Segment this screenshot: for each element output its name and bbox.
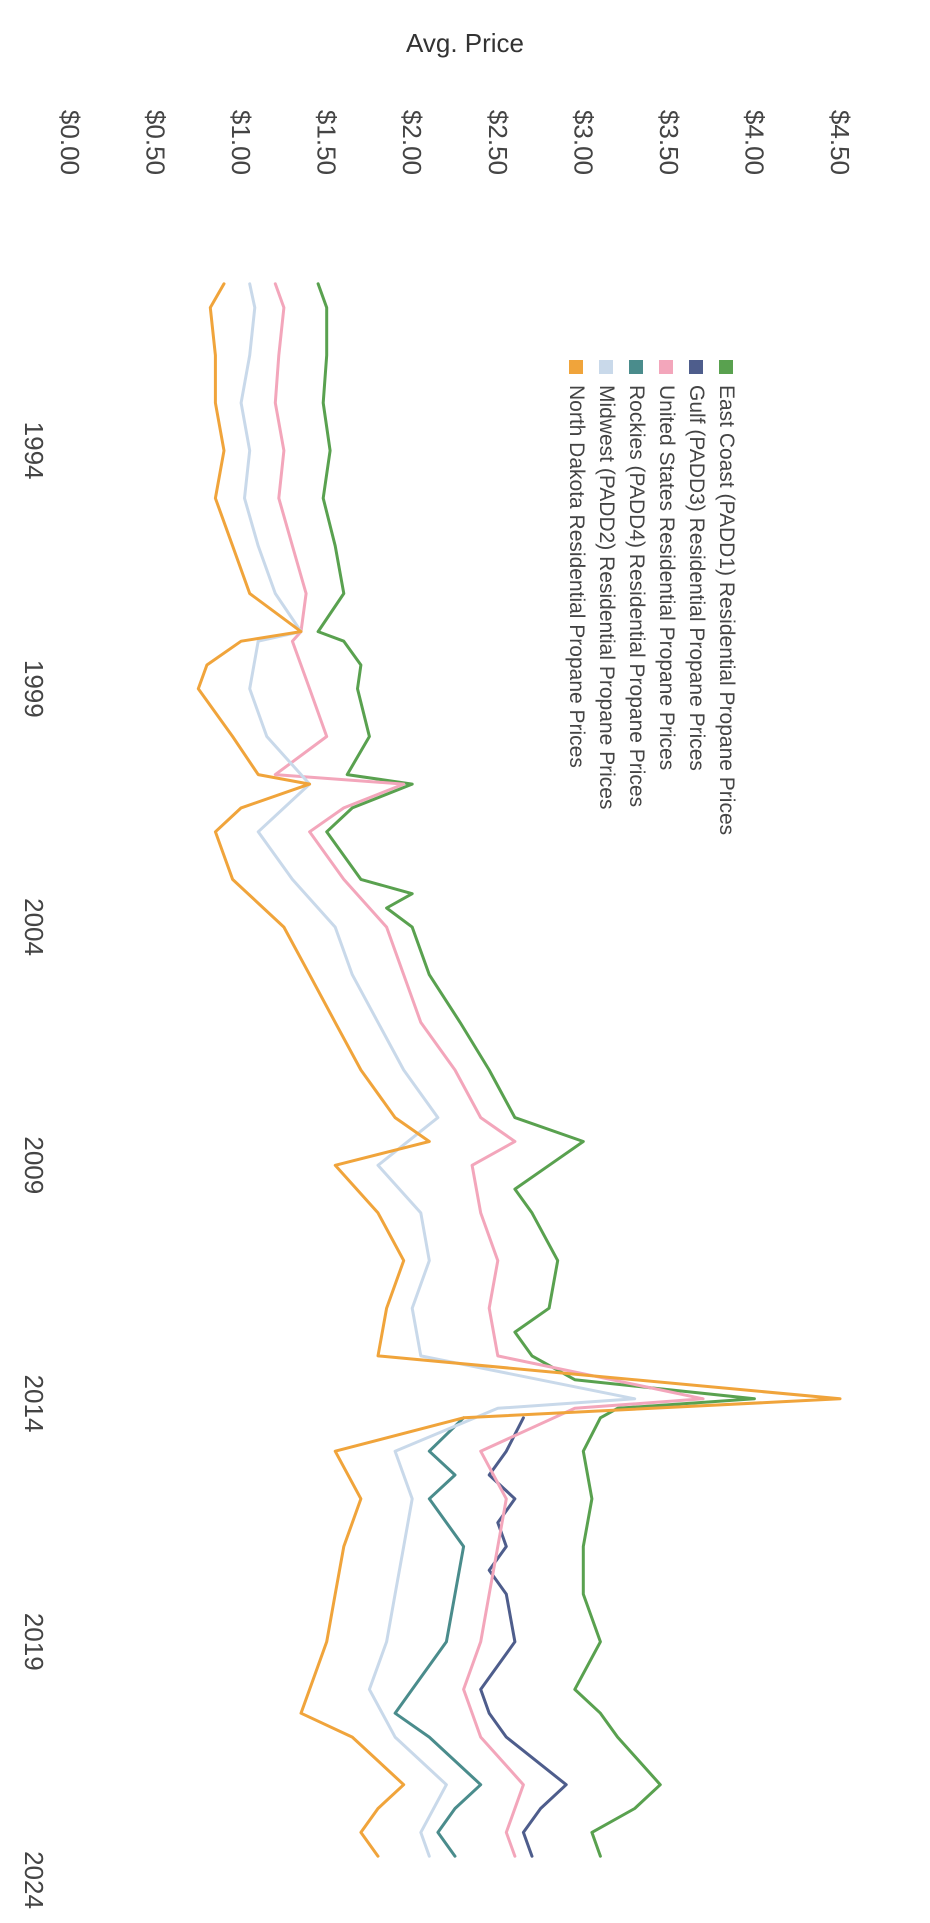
legend-swatch bbox=[599, 360, 613, 374]
rotated-chart-frame: Avg. Price $0.00 $0.50 $1.00 $1.50 $2.00 $2.5… bbox=[19, 28, 855, 1909]
legend-label: Rockies (PADD4) Residential Propane Pric… bbox=[625, 385, 648, 807]
y-tick-label: $3.50 bbox=[654, 110, 684, 175]
x-tick-label: 1999 bbox=[19, 660, 49, 718]
legend-label: Gulf (PADD3) Residential Propane Prices bbox=[685, 385, 708, 771]
y-tick-label: $3.00 bbox=[568, 110, 598, 175]
x-tick-label: 2009 bbox=[19, 1136, 49, 1194]
y-tick-label: $0.50 bbox=[141, 110, 171, 175]
y-axis-title: Avg. Price bbox=[406, 28, 524, 58]
x-tick-label: 2014 bbox=[19, 1375, 49, 1433]
x-tick-label: 2004 bbox=[19, 898, 49, 956]
legend-swatch bbox=[659, 360, 673, 374]
series-line-5 bbox=[239, 282, 637, 1858]
x-tick-label: 2024 bbox=[19, 1851, 49, 1909]
y-tick-label: $2.00 bbox=[397, 110, 427, 175]
legend: East Coast (PADD1) Residential Propane P… bbox=[565, 360, 738, 835]
legend-label: North Dakota Residential Propane Prices bbox=[565, 385, 588, 768]
legend-swatch bbox=[689, 360, 703, 374]
y-tick-label: $2.50 bbox=[483, 110, 513, 175]
y-tick-label: $0.00 bbox=[55, 110, 85, 175]
series-line-6 bbox=[196, 282, 842, 1858]
y-tick-label: $1.50 bbox=[312, 110, 342, 175]
x-axis: 1994 1999 2004 2009 2014 2019 2024 bbox=[19, 422, 49, 1909]
legend-swatch bbox=[629, 360, 643, 374]
series-line-3 bbox=[273, 282, 705, 1858]
legend-label: Midwest (PADD2) Residential Propane Pric… bbox=[595, 385, 618, 809]
series-lines bbox=[196, 282, 842, 1858]
series-line-2 bbox=[479, 1416, 568, 1858]
y-tick-label: $1.00 bbox=[226, 110, 256, 175]
series-line-4 bbox=[393, 1416, 483, 1858]
y-tick-label: $4.00 bbox=[739, 110, 769, 175]
x-tick-label: 1994 bbox=[19, 422, 49, 480]
legend-label: East Coast (PADD1) Residential Propane P… bbox=[715, 385, 738, 835]
legend-swatch bbox=[719, 360, 733, 374]
series-line-1 bbox=[316, 282, 756, 1858]
legend-label: United States Residential Propane Prices bbox=[655, 385, 678, 770]
y-axis: Avg. Price $0.00 $0.50 $1.00 $1.50 $2.00 $2.5… bbox=[55, 28, 855, 175]
x-tick-label: 2019 bbox=[19, 1613, 49, 1671]
legend-swatch bbox=[569, 360, 583, 374]
y-tick-label: $4.50 bbox=[825, 110, 855, 175]
